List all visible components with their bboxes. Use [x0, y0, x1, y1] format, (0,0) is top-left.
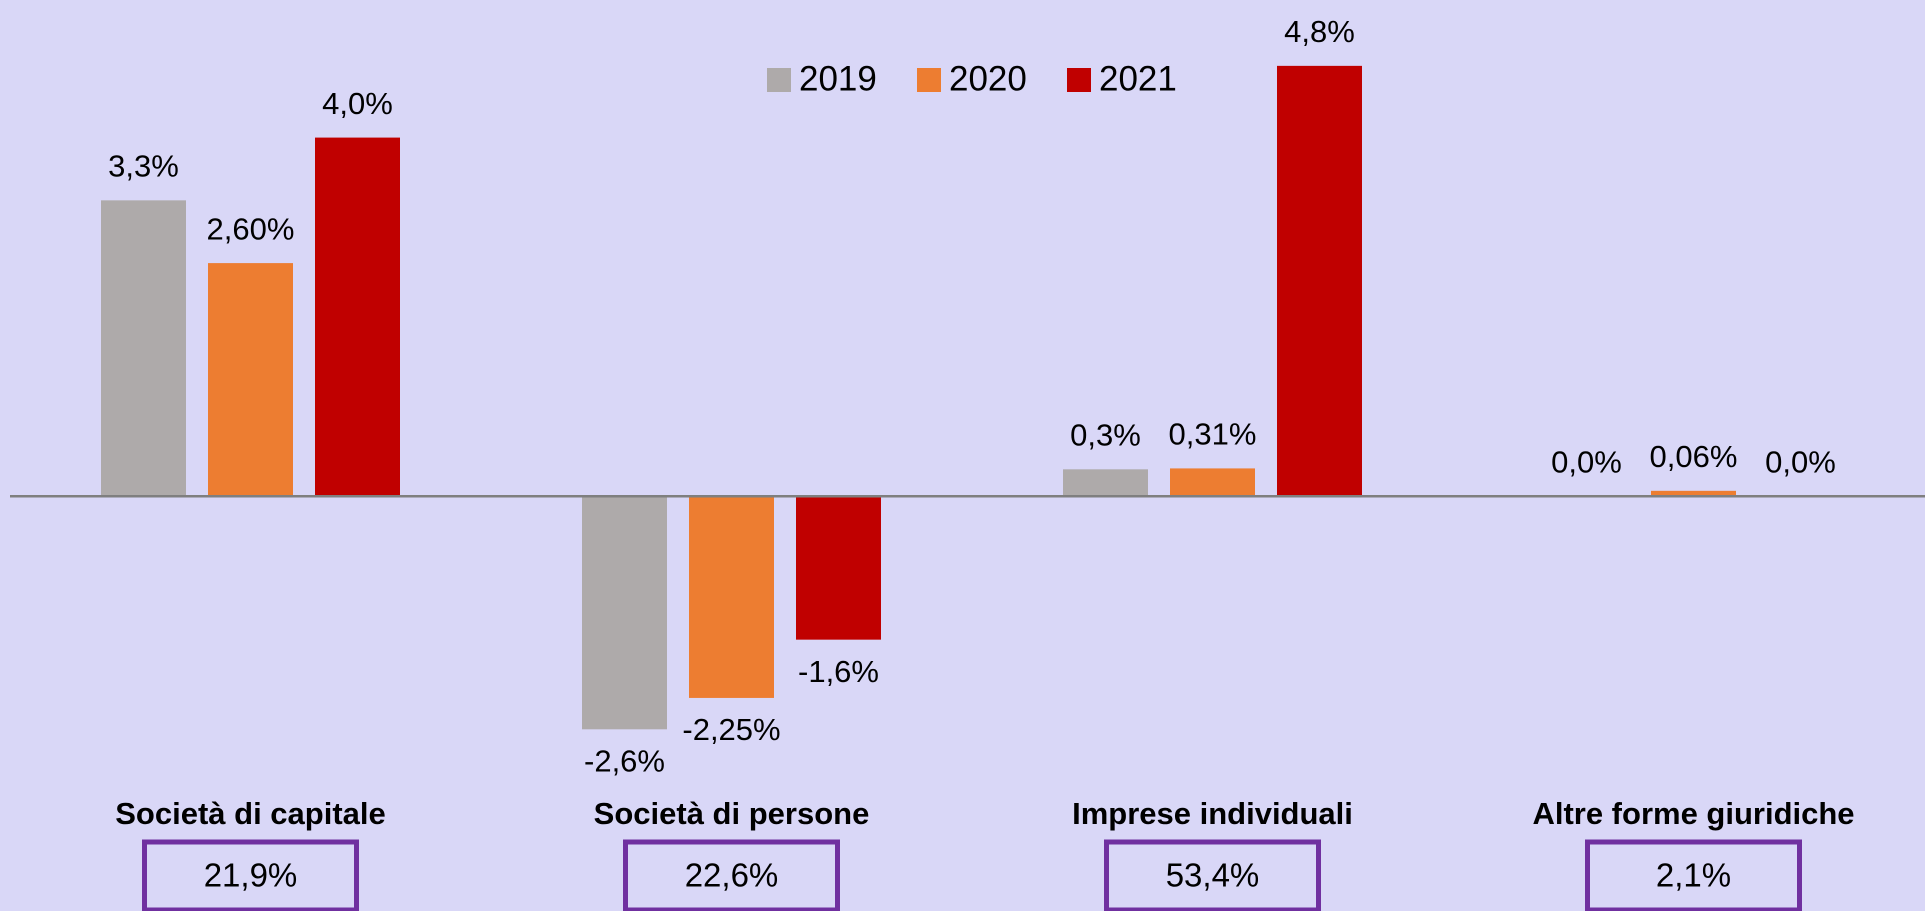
share-box: [142, 839, 359, 911]
value-label: 2,60%: [207, 211, 295, 246]
value-label: 4,0%: [322, 86, 393, 121]
bar: [1170, 468, 1255, 497]
bar: [1651, 490, 1736, 497]
value-label: -1,6%: [798, 654, 879, 689]
share-box: [1104, 839, 1321, 911]
share-box: [623, 839, 840, 911]
bar: [582, 496, 667, 730]
value-label: 0,3%: [1070, 417, 1141, 452]
share-box: [1585, 839, 1802, 911]
value-label: 0,31%: [1169, 417, 1257, 452]
value-label: 0,0%: [1551, 444, 1622, 479]
category-label: Società di persone: [594, 796, 870, 831]
share-label: 21,9%: [204, 857, 298, 894]
legend-label: 2020: [949, 59, 1027, 98]
legend-swatch: [767, 68, 791, 92]
value-label: 0,06%: [1650, 439, 1738, 474]
value-label: -2,6%: [584, 743, 665, 778]
category-label: Imprese individuali: [1072, 796, 1353, 831]
bar: [796, 496, 881, 640]
bar: [1277, 65, 1362, 497]
category-label: Società di capitale: [115, 796, 386, 831]
legend-swatch: [917, 68, 941, 92]
value-label: 4,8%: [1284, 14, 1355, 49]
bar: [208, 263, 293, 497]
legend-swatch: [1067, 68, 1091, 92]
bar: [315, 137, 400, 497]
bar: [689, 496, 774, 698]
legend-label: 2021: [1099, 59, 1177, 98]
value-label: 3,3%: [108, 149, 179, 184]
share-label: 2,1%: [1656, 857, 1731, 894]
share-label: 53,4%: [1166, 857, 1260, 894]
bar: [101, 200, 186, 497]
legend-label: 2019: [799, 59, 877, 98]
value-label: 0,0%: [1765, 444, 1836, 479]
bar: [1063, 469, 1148, 497]
category-label: Altre forme giuridiche: [1532, 796, 1854, 831]
value-label: -2,25%: [682, 712, 780, 747]
share-label: 22,6%: [685, 857, 779, 894]
